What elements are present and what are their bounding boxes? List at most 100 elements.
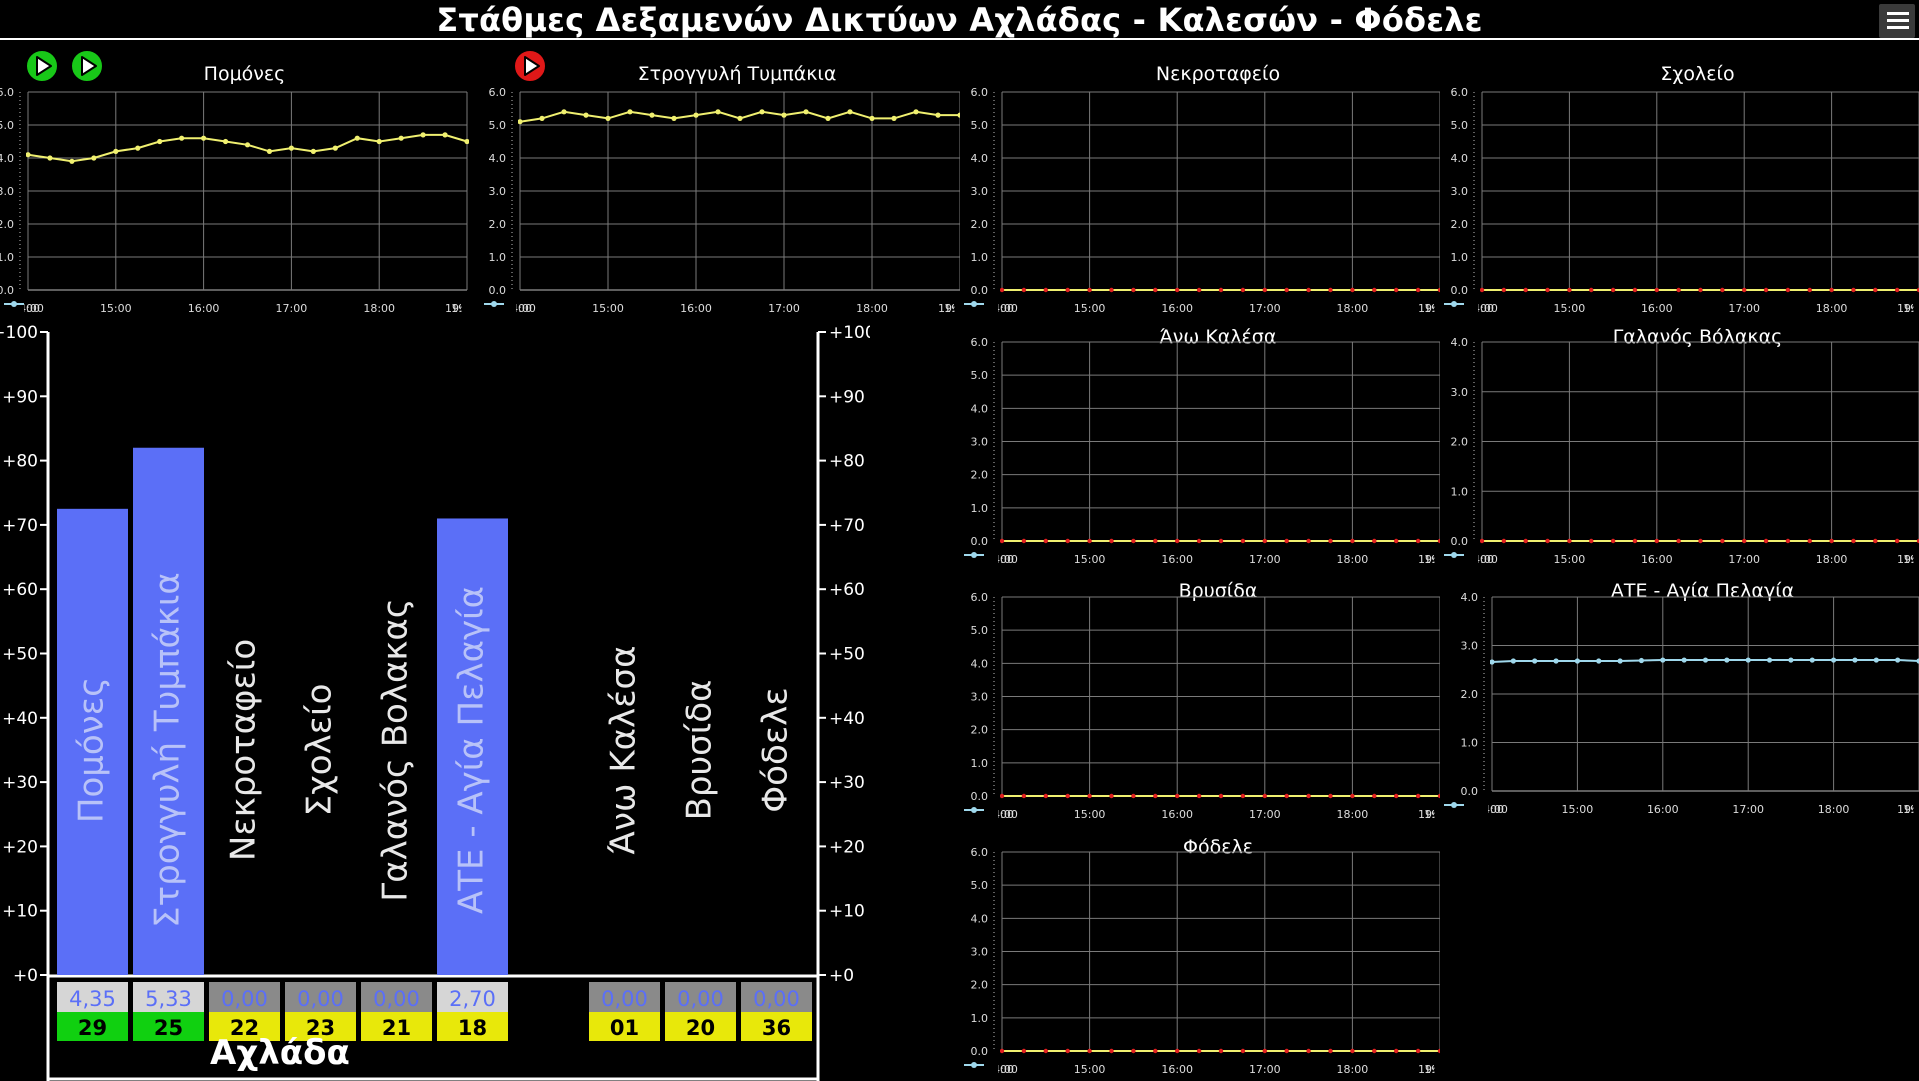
y-tick-label-right: +80 [829,452,865,472]
station-id: 23 [306,1016,335,1040]
level-value: 0,00 [297,987,344,1011]
data-point [1596,658,1602,664]
data-point [1415,793,1421,799]
data-point [1916,287,1919,293]
x-tick-label: 16:00 [1647,803,1679,816]
chart-panel-fodele: Φόδελε 0.0 1.0 2.0 3.0 4.0 5.0 6.0 14:00 15:00 16:… [960,828,1440,1081]
data-point [179,135,185,141]
y-tick-label-right: +30 [829,773,865,793]
data-point [1632,538,1638,544]
y-tick-label-left: +70 [2,516,38,536]
y-tick-label: 3.0 [971,691,989,704]
data-point [891,115,897,121]
chart-title: Σχολείο [1660,63,1735,85]
data-point [1809,657,1815,663]
y-tick-label: 1.0 [971,1012,989,1025]
chart-panel-galanos: Γαλανός Βόλακας 0.0 1.0 2.0 3.0 4.0 14:00 15:00… [1440,318,1919,571]
data-point [693,112,699,118]
chart-title: Νεκροταφείο [1155,63,1281,85]
play-icon [81,56,97,76]
bar-category-label: Πομόνες [72,677,112,823]
data-point [1916,538,1919,544]
x-tick-label: 19: [445,302,463,315]
play-button[interactable] [512,48,548,84]
legend-marker [971,807,977,813]
data-point [1000,793,1005,799]
x-tick-label: 18:00 [1816,302,1848,315]
level-badge [665,982,736,1012]
data-point [1131,538,1136,544]
level-value: 0,00 [753,987,800,1011]
x-tick-label: 15:00 [1074,1063,1106,1076]
data-point [354,135,360,141]
menu-button[interactable] [1879,4,1915,38]
data-point [1087,1048,1092,1054]
data-point [1720,287,1725,293]
x-tick-label: 00 [518,302,532,315]
page-title: Στάθμες Δεξαμενών Δικτύων Αχλάδας - Καλε… [436,1,1483,39]
data-point [1372,538,1377,544]
data-point [1109,538,1114,544]
data-point [1262,793,1267,799]
x-tick-label: 18:00 [1337,553,1369,566]
y-tick-label: 5.0 [971,624,989,637]
data-point [1065,1048,1070,1054]
legend-marker [1451,301,1457,307]
y-tick-label: 1.0 [971,251,989,264]
data-point [913,109,919,115]
data-point [1702,657,1709,663]
play-button[interactable] [24,48,60,84]
data-point [288,145,294,151]
chart-panel-ate: ΑΤΕ - Αγία Πελαγία 0.0 1.0 2.0 3.0 4.0 14:00 15… [1440,572,1919,826]
data-point [398,135,404,141]
bar-category-label: Στρογγυλή Τυμπάκια [148,572,188,928]
data-point [1480,538,1485,544]
data-point [1660,657,1666,663]
data-point [420,132,426,138]
y-tick-label-right: +90 [829,387,865,407]
y-tick-label: 3.0 [1451,386,1469,399]
level-badge [57,982,128,1012]
bar-chart-title: Αχλάδα [210,1033,350,1073]
series [26,132,469,164]
y-tick-label-right: +10 [829,902,865,922]
y-tick-label: 5.0 [971,879,989,892]
data-point [1306,793,1311,799]
data-point [1873,287,1878,293]
data-point [803,109,809,115]
data-point [244,142,251,148]
data-point [1021,538,1027,544]
data-point [1350,287,1355,293]
x-tick-label: 16:00 [188,302,220,315]
x-tick-label: 17:00 [1728,302,1760,315]
play-button[interactable] [69,48,105,84]
level-value: 0,00 [677,987,724,1011]
data-point [1043,538,1048,544]
y-tick-label: 0.0 [1451,535,1469,548]
data-point [1175,287,1180,293]
data-point [1306,538,1311,544]
data-point [583,112,589,118]
x-tick-label: 00 [1000,302,1014,315]
x-tick-label: 17:00 [276,302,308,315]
y-tick-label-right: +70 [829,516,865,536]
y-tick-label: 0.0 [971,535,989,548]
y-tick-label-left: +100 [0,323,38,343]
data-point [1916,658,1919,664]
series [1480,538,1919,544]
station-id: 21 [382,1016,411,1040]
x-tick-label: 15:00 [1074,553,1106,566]
y-tick-label: 6.0 [1451,86,1469,99]
data-point [1021,1048,1027,1054]
legend-marker [971,301,977,307]
data-point [1262,538,1267,544]
y-tick-label: 6.0 [489,86,507,99]
x-tick-label: 18:00 [856,302,888,315]
y-tick-label: 4.0 [971,657,989,670]
data-point [1553,658,1559,664]
data-point [1480,287,1485,293]
y-tick-label: 2.0 [0,218,14,231]
data-point [1372,1048,1377,1054]
